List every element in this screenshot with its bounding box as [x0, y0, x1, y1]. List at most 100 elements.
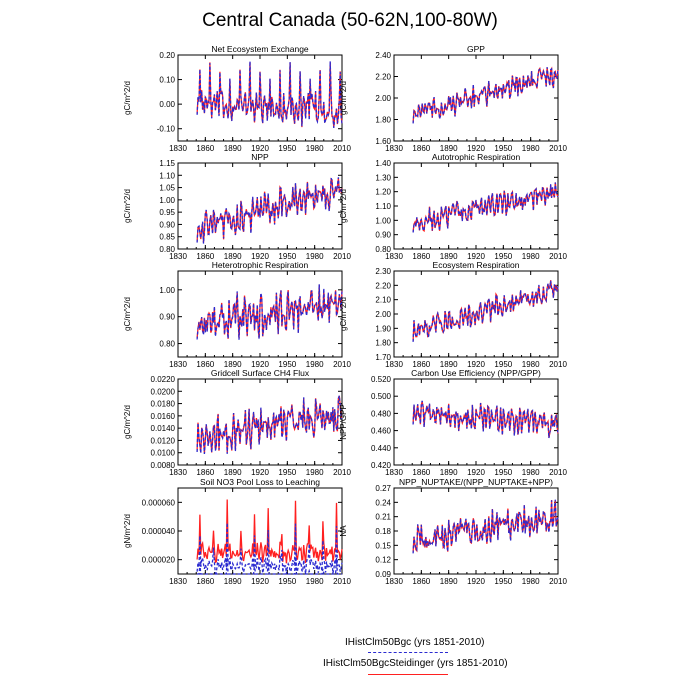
y-tick-label: 0.520 [371, 375, 392, 384]
x-tick-label: 1890 [440, 577, 458, 586]
panel-title: Heterotrophic Respiration [212, 260, 309, 270]
y-axis-label: gC/m^2/d [123, 297, 132, 331]
x-tick-label: 1920 [467, 360, 485, 369]
x-tick-label: 1950 [494, 144, 512, 153]
y-tick-label: 0.80 [375, 245, 391, 254]
x-tick-label: 1890 [440, 144, 458, 153]
x-tick-label: 1860 [412, 577, 430, 586]
panel-5: Heterotrophic Respiration gC/m^2/d 1830 186… [123, 260, 351, 369]
panel-title: Soil NO3 Pool Loss to Leaching [200, 477, 320, 487]
y-tick-label: 2.20 [375, 281, 391, 290]
x-tick-label: 1830 [169, 468, 187, 477]
x-tick-label: 1920 [467, 144, 485, 153]
y-tick-label: 1.80 [375, 339, 391, 348]
series-line-2 [412, 280, 559, 342]
x-tick-label: 1980 [306, 252, 324, 261]
y-tick-label: 0.0080 [151, 461, 176, 470]
y-tick-label: 0.90 [159, 220, 175, 229]
y-tick-label: 1.05 [159, 184, 175, 193]
x-tick-label: 2010 [549, 577, 567, 586]
y-axis-label: NA [339, 525, 348, 537]
x-tick-label: 1920 [251, 360, 269, 369]
y-tick-label: 0.500 [371, 392, 392, 401]
figure-title: Central Canada (50-62N,100-80W) [202, 10, 498, 31]
x-tick-label: 1920 [467, 468, 485, 477]
panel-title: Carbon Use Efficiency (NPP/GPP) [411, 368, 541, 378]
panel-title: GPP [467, 44, 485, 54]
x-tick-label: 1950 [278, 360, 296, 369]
x-tick-label: 1980 [306, 468, 324, 477]
y-tick-label: 0.0100 [151, 449, 176, 458]
x-tick-label: 1890 [224, 144, 242, 153]
x-tick-label: 1890 [224, 252, 242, 261]
x-tick-label: 1830 [385, 144, 403, 153]
series-line-2 [412, 67, 559, 124]
x-tick-label: 1950 [494, 360, 512, 369]
y-tick-label: 0.80 [159, 245, 175, 254]
panel-9: Soil NO3 Pool Loss to Leaching gN/m^2/d 18… [123, 477, 351, 586]
panel-title: Gridcell Surface CH4 Flux [211, 368, 310, 378]
series-line-2 [197, 556, 342, 575]
y-tick-label: 1.60 [375, 137, 391, 146]
x-tick-label: 1830 [169, 144, 187, 153]
series-line-2 [412, 182, 559, 233]
x-tick-label: 2010 [333, 360, 351, 369]
y-axis-label: gC/m^2/d [339, 189, 348, 223]
y-tick-label: 0.12 [375, 556, 391, 565]
y-tick-label: 2.20 [375, 73, 391, 82]
x-tick-label: 1920 [467, 252, 485, 261]
panel-title: NPP [251, 152, 269, 162]
x-tick-label: 1860 [196, 144, 214, 153]
x-tick-label: 1890 [224, 577, 242, 586]
y-tick-label: 0.00 [159, 100, 175, 109]
series-line-2 [196, 284, 343, 340]
y-tick-label: 1.00 [159, 286, 175, 295]
x-tick-label: 2010 [549, 252, 567, 261]
y-tick-label: 0.0200 [151, 387, 176, 396]
series-line-2 [196, 395, 343, 454]
panel-1: Net Ecosystem Exchange gC/m^2/d 1830 1860 18… [123, 44, 351, 153]
y-tick-label: 0.90 [159, 313, 175, 322]
x-tick-label: 1980 [306, 360, 324, 369]
y-tick-label: 0.27 [375, 484, 391, 493]
x-tick-label: 1950 [494, 252, 512, 261]
x-tick-label: 1950 [278, 577, 296, 586]
series-line-2 [196, 61, 343, 128]
y-tick-label: 1.10 [159, 171, 175, 180]
x-tick-label: 1860 [196, 577, 214, 586]
y-tick-label: 2.10 [375, 296, 391, 305]
panel-8: Carbon Use Efficiency (NPP/GPP) NPP/GPP 18… [339, 368, 567, 477]
y-tick-label: 0.21 [375, 513, 391, 522]
x-tick-label: 1920 [251, 252, 269, 261]
y-tick-label: 0.000060 [142, 498, 176, 507]
x-tick-label: 1980 [522, 252, 540, 261]
panel-6: Ecosystem Respiration gC/m^2/d 1830 1860 189… [339, 260, 567, 369]
y-tick-label: 2.30 [375, 267, 391, 276]
x-tick-label: 2010 [333, 252, 351, 261]
legend-line-bgc [368, 652, 448, 653]
x-tick-label: 1920 [251, 144, 269, 153]
x-tick-label: 1950 [494, 577, 512, 586]
x-tick-label: 2010 [333, 468, 351, 477]
y-axis-label: gC/m^2/d [339, 81, 348, 115]
y-tick-label: 1.10 [375, 202, 391, 211]
x-tick-label: 1830 [169, 577, 187, 586]
y-tick-label: 0.000020 [142, 556, 176, 565]
x-tick-label: 2010 [549, 360, 567, 369]
y-tick-label: 0.20 [159, 51, 175, 60]
panel-title: Ecosystem Respiration [433, 260, 520, 270]
x-tick-label: 1890 [440, 360, 458, 369]
y-tick-label: 0.460 [371, 427, 392, 436]
y-tick-label: 0.420 [371, 461, 392, 470]
series-line-1 [196, 499, 343, 564]
x-tick-label: 2010 [333, 144, 351, 153]
x-tick-label: 1830 [169, 252, 187, 261]
x-tick-label: 1860 [412, 144, 430, 153]
y-tick-label: 0.90 [375, 231, 391, 240]
legend-label-bgc: IHistClm50Bgc (yrs 1851-2010) [345, 637, 485, 648]
x-tick-label: 1860 [196, 468, 214, 477]
x-tick-label: 1860 [412, 360, 430, 369]
y-tick-label: 0.85 [159, 233, 175, 242]
panel-title: Net Ecosystem Exchange [211, 44, 309, 54]
legend-label-steidinger: IHistClm50BgcSteidinger (yrs 1851-2010) [323, 658, 508, 669]
